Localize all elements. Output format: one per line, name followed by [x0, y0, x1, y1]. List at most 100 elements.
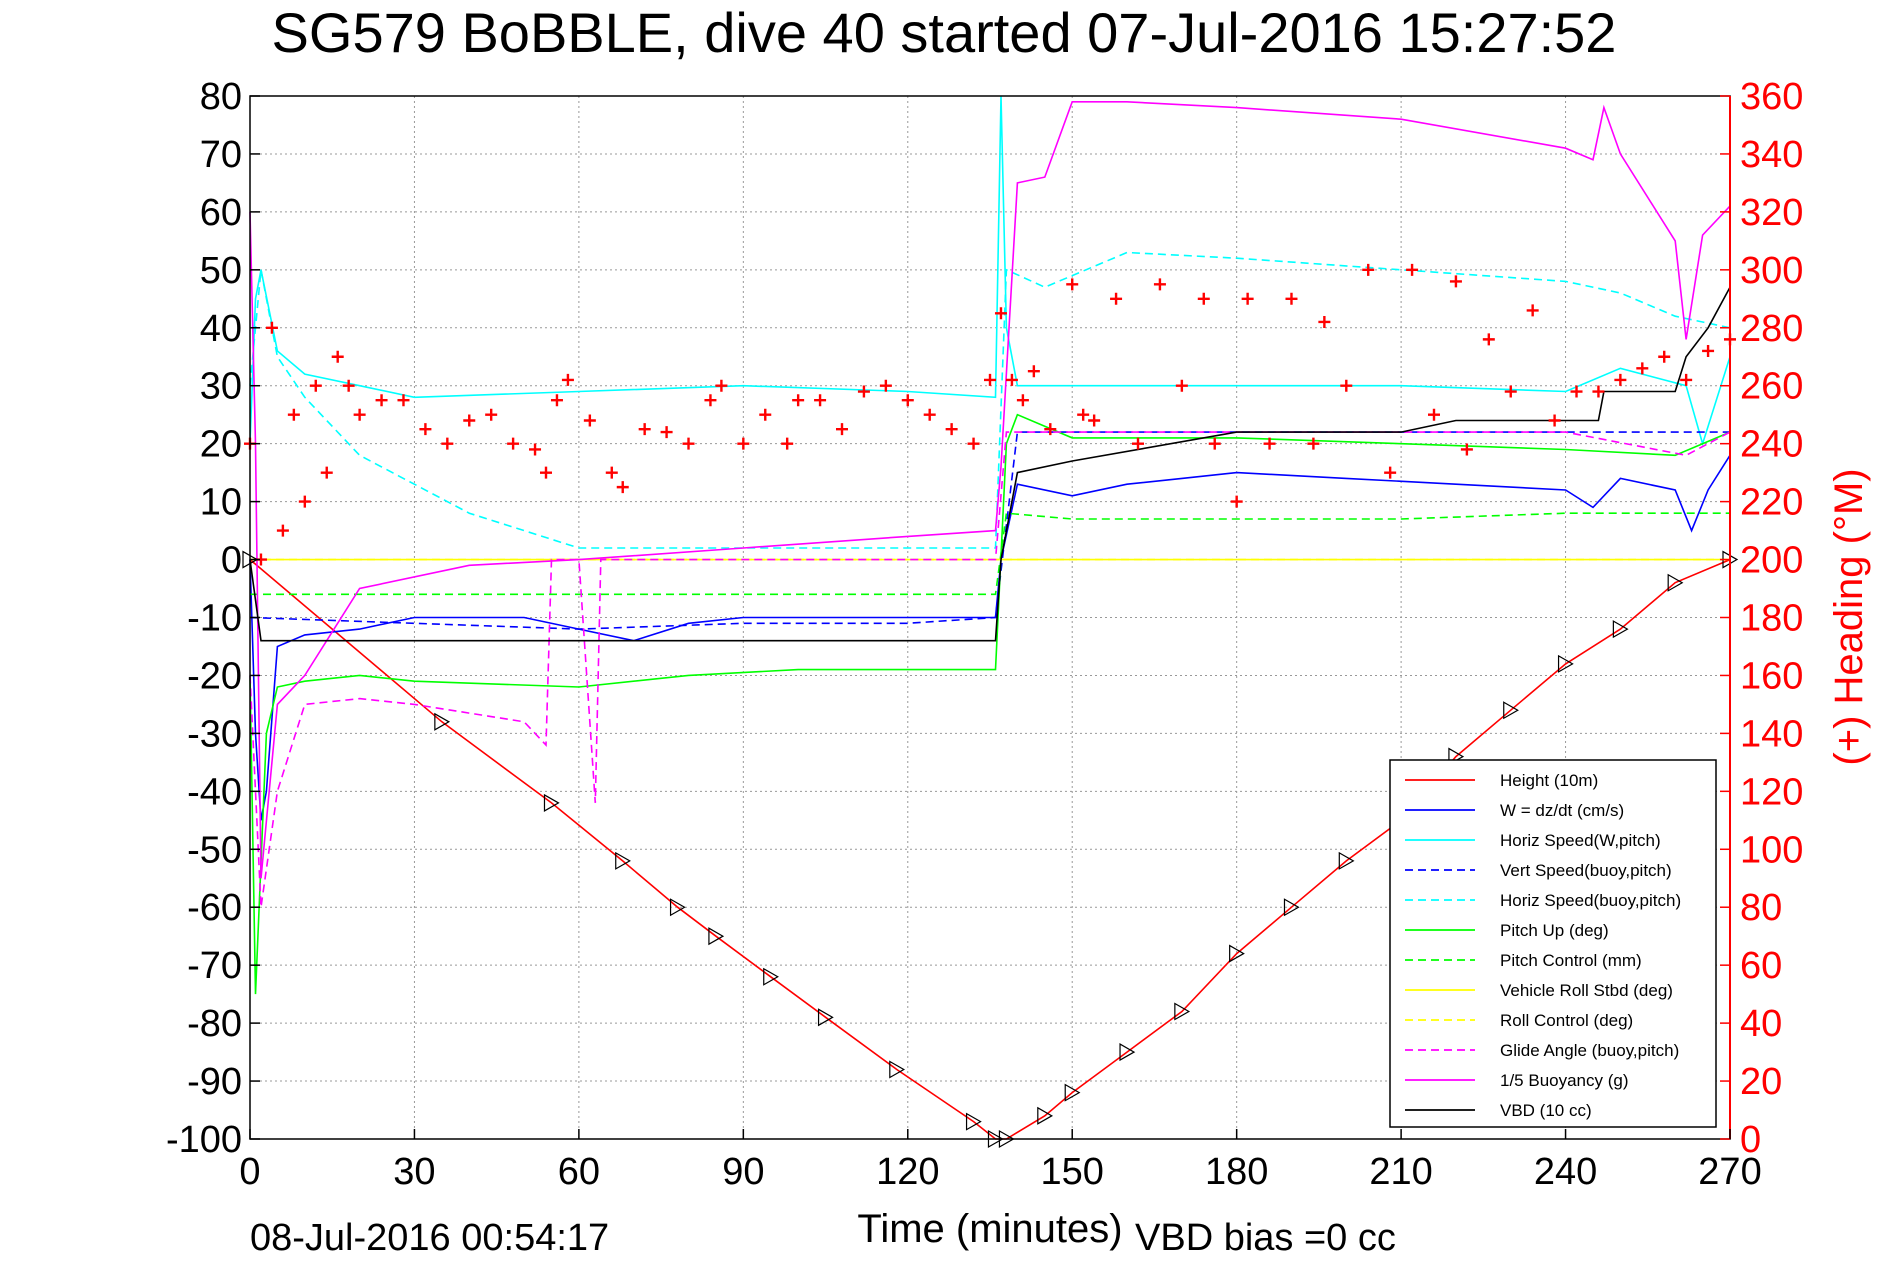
legend-box — [1389, 759, 1717, 1128]
heading-marker — [984, 373, 996, 386]
y2-tick-label: 360 — [1740, 76, 1803, 118]
heading-marker — [298, 495, 311, 508]
x-tick-label: 60 — [558, 1151, 600, 1193]
heading-marker — [353, 408, 366, 421]
y-tick-label: 50 — [200, 250, 242, 292]
heading-marker — [1197, 292, 1210, 305]
heading-marker — [1384, 466, 1397, 479]
series-line-11 — [249, 286, 1731, 642]
heading-marker — [1614, 373, 1627, 386]
y2-tick-label: 280 — [1740, 308, 1803, 350]
heading-marker — [583, 414, 596, 427]
right-axis: 3603403203002802602402202001801601401201… — [1720, 76, 1803, 1161]
heading-marker — [265, 321, 278, 334]
height-marker — [965, 1112, 982, 1131]
heading-marker — [814, 394, 827, 407]
height-marker — [1174, 1002, 1191, 1021]
heading-marker — [759, 408, 772, 421]
heading-marker — [836, 423, 848, 436]
legend-label: Height (10m) — [1500, 771, 1598, 790]
heading-marker — [879, 379, 892, 392]
heading-marker — [540, 466, 552, 479]
heading-marker — [1307, 437, 1320, 450]
series-line-5 — [249, 413, 1731, 995]
x-tick-label: 180 — [1205, 1151, 1268, 1193]
heading-marker — [1230, 495, 1243, 508]
legend: Height (10m) W = dz/dt (cm/s) Horiz Speed(… — [1389, 759, 1717, 1128]
heading-marker — [1340, 379, 1353, 392]
y-tick-label: -90 — [187, 1061, 242, 1103]
y2-tick-label: 20 — [1740, 1061, 1782, 1103]
x-tick-label: 240 — [1534, 1151, 1597, 1193]
y-tick-label: 80 — [200, 76, 242, 118]
y-tick-label: -20 — [187, 655, 242, 697]
heading-layer — [244, 263, 1736, 566]
height-marker — [1338, 851, 1355, 870]
y-tick-label: 10 — [200, 482, 242, 524]
x-tick-label: 0 — [239, 1151, 260, 1193]
y2-tick-label: 260 — [1740, 366, 1803, 408]
legend-label: Pitch Up (deg) — [1500, 921, 1609, 940]
heading-marker — [1702, 344, 1715, 357]
heading-marker — [1504, 385, 1517, 398]
y2-tick-label: 40 — [1740, 1003, 1782, 1045]
heading-marker — [994, 307, 1007, 320]
heading-marker — [682, 437, 695, 450]
height-marker — [1283, 898, 1300, 917]
legend-label: Horiz Speed(W,pitch) — [1500, 831, 1661, 850]
heading-marker — [1110, 292, 1123, 305]
heading-marker — [1132, 437, 1144, 450]
y-tick-label: -50 — [187, 829, 242, 871]
y2-tick-label: 320 — [1740, 192, 1803, 234]
y-tick-label: 30 — [200, 366, 242, 408]
height-marker — [889, 1060, 906, 1079]
heading-marker — [616, 481, 629, 494]
heading-marker — [1077, 408, 1090, 421]
heading-marker — [737, 437, 750, 450]
heading-marker — [309, 379, 322, 392]
legend-label: W = dz/dt (cm/s) — [1500, 801, 1624, 820]
x-tick-label: 150 — [1041, 1151, 1104, 1193]
heading-marker — [419, 423, 432, 436]
y-tick-label: -40 — [187, 771, 242, 813]
x-tick-label: 270 — [1698, 1151, 1761, 1193]
heading-marker — [331, 350, 344, 363]
heading-marker — [287, 408, 300, 421]
heading-marker — [1241, 292, 1254, 305]
heading-marker — [1005, 373, 1018, 386]
heading-marker — [1153, 278, 1166, 291]
heading-marker — [1016, 394, 1029, 407]
x-tick-label: 90 — [722, 1151, 764, 1193]
height-marker — [1119, 1043, 1136, 1062]
y-tick-label: -100 — [166, 1119, 242, 1161]
height-marker — [1557, 654, 1574, 673]
heading-marker — [550, 394, 563, 407]
heading-marker — [463, 414, 476, 427]
height-marker — [615, 851, 631, 870]
x-tick-label: 210 — [1369, 1151, 1432, 1193]
heading-marker — [529, 443, 542, 456]
heading-marker — [397, 394, 410, 407]
y2-tick-label: 0 — [1740, 1119, 1761, 1161]
heading-marker — [792, 394, 805, 407]
legend-label: Roll Control (deg) — [1500, 1011, 1633, 1030]
heading-marker — [1658, 350, 1671, 363]
height-marker — [1229, 944, 1245, 963]
heading-marker — [1482, 333, 1495, 346]
y2-tick-label: 60 — [1740, 945, 1782, 987]
heading-marker — [561, 373, 574, 386]
heading-marker — [923, 408, 936, 421]
height-marker — [1667, 573, 1684, 592]
heading-marker — [781, 437, 794, 450]
height-marker — [763, 967, 779, 986]
height-marker — [543, 793, 560, 812]
height-marker — [708, 927, 725, 946]
height-marker — [434, 712, 451, 731]
bottom-axis: 0 30 60 90 120 150 180 210 240 270 — [239, 1129, 1762, 1193]
footer-date: 08-Jul-2016 00:54:17 — [250, 1217, 609, 1259]
y2-tick-label: 180 — [1740, 598, 1803, 640]
y2-tick-label: 240 — [1740, 424, 1803, 466]
series-line-1 — [249, 454, 1731, 821]
